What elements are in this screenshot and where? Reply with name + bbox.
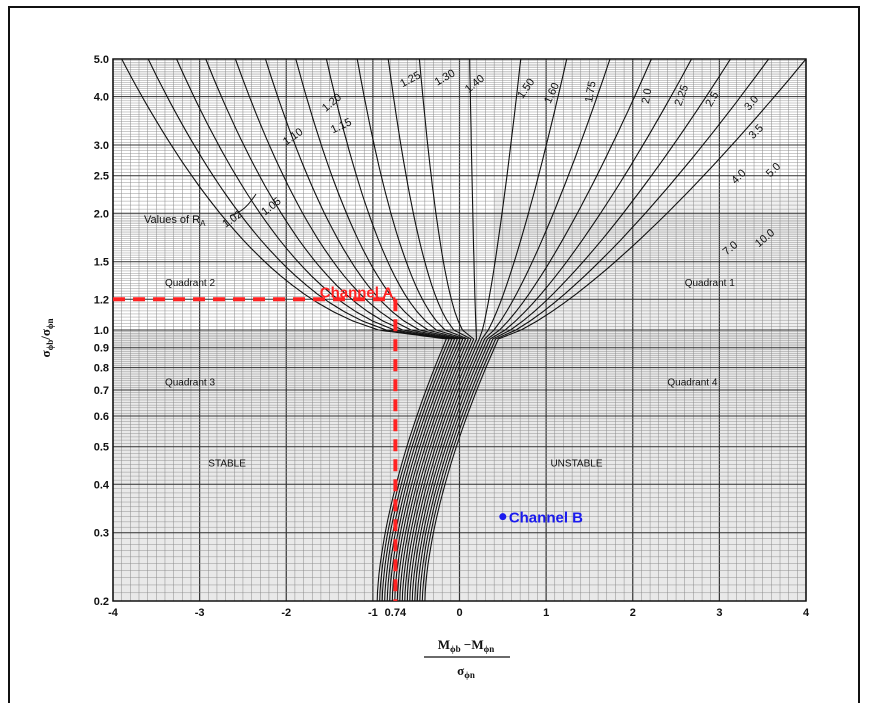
y-tick-label: 2.5 — [94, 171, 109, 183]
ra-curve — [234, 58, 459, 602]
y-tick-label: 2.0 — [94, 208, 109, 220]
figure-frame: -4 -3 -2 -1 0 1 2 3 4 0.74 0.2 0.3 0.4 0.5 0.6 0.7 0.8 0… — [8, 6, 860, 703]
ra-curve — [411, 58, 611, 602]
ra-stability-chart: -4 -3 -2 -1 0 1 2 3 40.74 0.20.30.40.50.60.70.80… — [38, 54, 810, 680]
ra-curve — [424, 58, 807, 602]
quadrant-4-label: Quadrant 4 — [667, 377, 717, 388]
quadrant-2-label: Quadrant 2 — [165, 278, 215, 289]
ra-curve — [264, 58, 461, 602]
ra-curve — [414, 58, 652, 602]
curve-label: 1.20 — [320, 91, 344, 114]
ra-curve — [356, 58, 469, 602]
y-tick-label: 3.0 — [94, 140, 109, 152]
ra-curve — [387, 58, 472, 602]
x-axis-label-denominator: σϕn — [457, 663, 475, 680]
x-tick-label: -1 — [368, 607, 378, 619]
ra-curve — [205, 58, 456, 602]
curve-label: 2.25 — [673, 83, 692, 107]
x-tick-label: -3 — [195, 607, 205, 619]
y-tick-label: 0.2 — [94, 596, 109, 608]
x-axis-label-numerator: Mϕb −Mϕn — [438, 637, 494, 654]
curve-label: 1.30 — [433, 67, 458, 88]
x-tick-label: 0 — [456, 607, 462, 619]
x-tick-label: 4 — [803, 607, 810, 619]
ra-curve — [147, 58, 450, 602]
y-tick-label: 1.0 — [94, 325, 109, 337]
y-axis-label: σϕb/σϕn — [38, 318, 55, 357]
y-tick-label: 4.0 — [94, 92, 109, 104]
y-tick-label: 0.7 — [94, 385, 109, 397]
x-tick-label-extra: 0.74 — [385, 607, 407, 619]
curve-label: 2.0 — [640, 88, 654, 105]
grid — [112, 58, 807, 602]
ra-curve — [325, 58, 467, 602]
ra-curve — [406, 58, 522, 602]
ra-curve — [404, 58, 477, 602]
y-tick-label: 0.9 — [94, 343, 109, 355]
curve-labels: 1.021.051.10 1.151.201.25 1.30 1.40 1.50 1.60… — [220, 67, 783, 258]
curve-label: 1.05 — [259, 195, 283, 218]
x-tick-label: 3 — [716, 607, 722, 619]
curve-label: 1.75 — [583, 80, 599, 103]
ra-curve — [416, 58, 692, 602]
curve-label: 4.0 — [729, 167, 748, 186]
y-tick-label: 5.0 — [94, 54, 109, 66]
ra-curve — [421, 58, 770, 602]
x-tick-label: 2 — [630, 607, 636, 619]
plot-border — [112, 58, 807, 602]
ra-curve — [401, 58, 475, 602]
x-tick-label: -4 — [108, 607, 119, 619]
ra-curve — [409, 58, 568, 602]
y-tick-label: 0.5 — [94, 442, 109, 454]
curve-label: 1.25 — [398, 69, 423, 90]
values-of-ra-arrow — [229, 193, 257, 217]
curve-label: 1.15 — [329, 116, 353, 136]
x-tick-label: -2 — [281, 607, 291, 619]
stable-label: STABLE — [208, 458, 246, 469]
annotations: Channel A Channel B — [113, 284, 583, 601]
region-labels: Quadrant 2 Quadrant 1 Quadrant 3 Quadrant 4… — [165, 278, 735, 470]
ra-curve — [295, 58, 464, 602]
channel-a-label: Channel A — [320, 284, 394, 301]
channel-b-point — [499, 513, 507, 521]
y-tick-labels: 0.2 0.3 0.4 0.5 0.6 0.7 0.8 0.9 1.0 1.2 1.5 2.0 2.5 3… — [94, 54, 110, 608]
y-tick-label: 1.2 — [94, 294, 109, 306]
x-tick-label: 1 — [543, 607, 549, 619]
unstable-label: UNSTABLE — [550, 458, 602, 469]
y-tick-label: 0.6 — [94, 411, 109, 423]
quadrant-3-label: Quadrant 3 — [165, 377, 215, 388]
curve-label: 1.40 — [463, 73, 487, 96]
quadrant-1-label: Quadrant 1 — [685, 278, 735, 289]
y-tick-label: 0.4 — [94, 479, 110, 491]
channel-b-label: Channel B — [509, 510, 583, 527]
y-tick-label: 0.8 — [94, 363, 109, 375]
ra-curve — [419, 58, 731, 602]
values-of-ra-label: Values of RA — [144, 214, 206, 228]
curve-label: 5.0 — [764, 161, 783, 180]
y-tick-label: 0.3 — [94, 528, 109, 540]
y-tick-label: 1.5 — [94, 257, 109, 269]
x-tick-labels: -4 -3 -2 -1 0 1 2 3 4 0.74 — [108, 607, 810, 619]
ra-curve — [121, 58, 448, 602]
